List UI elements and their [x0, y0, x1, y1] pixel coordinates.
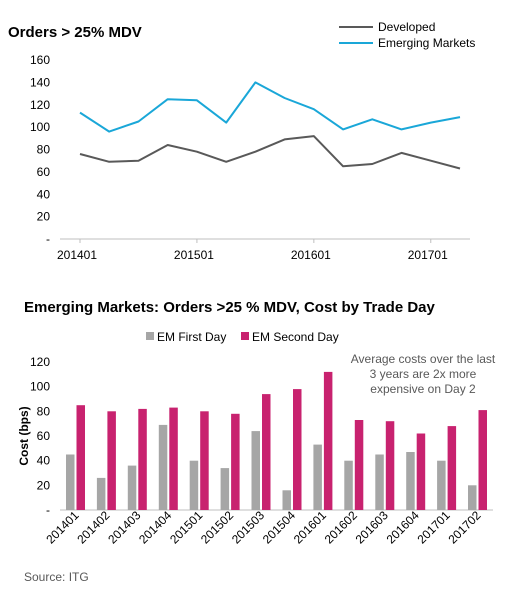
bar-em-first-day: [220, 468, 230, 510]
line-chart-y-tick-label: 100: [30, 120, 50, 134]
bar-em-first-day: [406, 452, 415, 510]
bar-em-first-day: [96, 477, 106, 510]
line-chart-series: [79, 81, 461, 170]
line-legend-label: Emerging Markets: [378, 36, 475, 50]
line-chart-x-tick-label: 201501: [174, 248, 214, 262]
bar-chart-annotation-line: 3 years are 2x more: [370, 367, 477, 381]
bar-chart-x-tick-label: 201701: [415, 508, 453, 546]
bar-chart-x-tick-label: 201601: [291, 508, 329, 546]
bar-chart-y-tick-label: 40: [37, 454, 51, 468]
bar-em-first-day: [158, 424, 168, 510]
bar-chart-y-tick-label: 20: [37, 478, 51, 492]
bar-em-first-day: [282, 490, 291, 510]
bar-em-second-day: [76, 405, 85, 510]
line-legend-label: Developed: [378, 20, 435, 34]
bar-em-first-day: [251, 431, 260, 510]
line-chart-x-tick-label: 201401: [57, 248, 97, 262]
bar-chart-y-tick-label: 100: [30, 380, 50, 394]
bar-em-second-day: [231, 413, 240, 510]
bar-em-second-day: [416, 433, 426, 510]
bar-em-first-day: [66, 454, 75, 510]
bar-chart-cost-by-day: Emerging Markets: Orders >25 % MDV, Cost…: [17, 299, 496, 546]
line-chart-x-tick-label: 201701: [408, 248, 448, 262]
bar-em-first-day: [189, 460, 199, 510]
bar-em-first-day: [468, 485, 477, 510]
bar-chart-title: Emerging Markets: Orders >25 % MDV, Cost…: [24, 299, 436, 316]
bar-chart-annotation-line: expensive on Day 2: [370, 382, 476, 396]
bar-em-second-day: [323, 371, 333, 510]
bar-legend-label: EM First Day: [157, 330, 226, 344]
line-chart-y-tick-label: 160: [30, 53, 50, 67]
bar-em-second-day: [293, 389, 302, 510]
bar-em-second-day: [262, 394, 271, 510]
bar-chart-x-tick-label: 201402: [74, 508, 112, 546]
line-chart-y-tick-label: 40: [37, 187, 51, 201]
bar-chart-x-tick-label: 201603: [353, 508, 391, 546]
bar-chart-x-tick-label: 201602: [322, 508, 360, 546]
line-chart-x-tick-label: 201601: [291, 248, 331, 262]
source-note: Source: ITG: [24, 570, 89, 584]
bar-legend-swatch: [241, 332, 249, 340]
line-chart-title: Orders > 25% MDV: [8, 24, 142, 41]
line-chart-y-tick-label: 140: [30, 75, 50, 89]
bar-chart-x-tick-label: 201501: [167, 508, 205, 546]
bar-em-first-day: [375, 454, 384, 510]
bar-em-second-day: [447, 426, 457, 510]
bar-chart-y-tick-label: -: [46, 503, 50, 517]
line-chart-y-tick-label: 60: [37, 165, 51, 179]
bar-chart-x-tick-label: 201502: [198, 508, 236, 546]
bar-chart-x-tick-label: 201702: [445, 508, 483, 546]
bar-chart-y-tick-label: 120: [30, 355, 50, 369]
bar-chart-annotation-line: Average costs over the last: [351, 352, 496, 366]
bar-chart-y-tick-label: 80: [37, 404, 51, 418]
line-series-developed: [79, 135, 461, 170]
bar-legend-label: EM Second Day: [252, 330, 339, 344]
bar-em-first-day: [313, 444, 322, 510]
bar-em-second-day: [354, 420, 364, 510]
bar-chart-x-tick-label: 201503: [229, 508, 267, 546]
line-chart-y-tick-label: 20: [37, 210, 51, 224]
bar-chart-x-tick-label: 201404: [136, 508, 174, 546]
bar-em-second-day: [200, 411, 209, 510]
bar-chart-x-tick-label: 201504: [260, 508, 298, 546]
bar-chart-y-tick-label: 60: [37, 429, 51, 443]
bar-em-first-day: [344, 460, 353, 510]
bar-em-second-day: [385, 421, 395, 510]
line-chart-legend: Developed Emerging Markets: [339, 20, 475, 50]
bar-em-first-day: [127, 465, 137, 510]
bar-em-second-day: [107, 411, 116, 510]
line-chart-y-tick-label: 80: [37, 143, 51, 157]
bar-chart-legend: EM First Day EM Second Day: [146, 330, 339, 344]
line-chart-y-tick-label: 120: [30, 98, 50, 112]
bar-em-first-day: [437, 460, 446, 510]
bar-chart-x-tick-label: 201403: [105, 508, 143, 546]
line-chart-axes: - 20 40 60 80 100 120 140 160 201401 201501 201601 2…: [30, 53, 470, 262]
line-chart-orders-mdv: Orders > 25% MDV Developed Emerging Marke…: [8, 20, 475, 262]
bar-em-second-day: [478, 410, 487, 510]
bar-legend-swatch: [146, 332, 154, 340]
line-chart-y-tick-label: -: [46, 232, 50, 246]
bar-chart-x-tick-label: 201604: [384, 508, 422, 546]
bar-chart-y-axis-label: Cost (bps): [17, 406, 31, 465]
line-series-emerging-markets: [79, 81, 461, 133]
bar-em-second-day: [169, 407, 178, 510]
bar-em-second-day: [138, 408, 147, 510]
bar-chart-bars: [66, 371, 487, 510]
